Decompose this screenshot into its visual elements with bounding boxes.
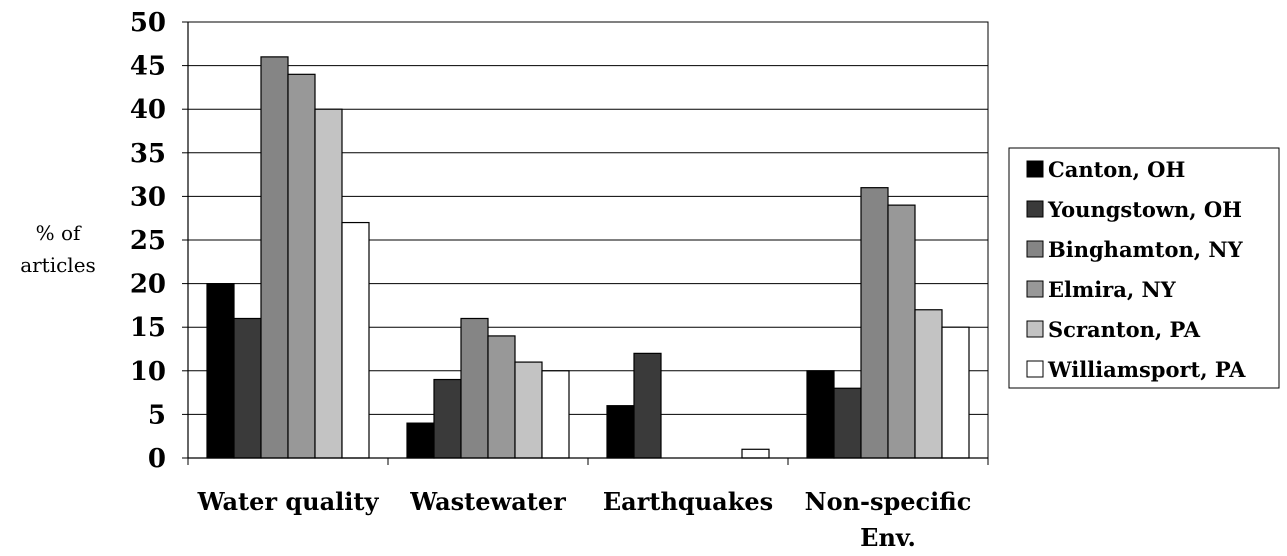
x-axis-labels: Water quality Wastewater Earthquakes Non-sp… <box>197 487 972 552</box>
legend-box <box>1008 147 1280 389</box>
axes <box>182 21 989 465</box>
legend-swatch <box>1026 200 1044 218</box>
bar <box>633 352 662 459</box>
bar <box>514 361 543 459</box>
y-axis-label-line: % of <box>36 221 82 245</box>
legend-label: Youngstown, OH <box>1047 197 1242 222</box>
bar <box>233 317 262 459</box>
y-tick-label: 0 <box>148 444 166 474</box>
x-category-label: Env. <box>860 523 916 552</box>
bar <box>914 309 943 459</box>
bar <box>406 422 435 459</box>
x-category-label: Non-specific <box>805 487 972 516</box>
bar <box>833 387 862 459</box>
bar <box>941 326 970 459</box>
bar <box>460 317 489 459</box>
legend-swatch <box>1026 360 1044 378</box>
legend: Canton, OH Youngstown, OH Binghamton, NY El… <box>1008 147 1280 389</box>
y-tick-label: 20 <box>130 270 166 300</box>
legend-swatch <box>1026 240 1044 258</box>
bar <box>541 370 570 459</box>
y-tick-label: 45 <box>130 52 166 82</box>
y-tick-label: 50 <box>130 8 166 38</box>
legend-label: Scranton, PA <box>1048 317 1201 342</box>
bar <box>260 56 289 459</box>
bar <box>887 204 916 459</box>
y-axis-label-line: articles <box>20 253 96 277</box>
bar <box>806 370 835 459</box>
y-tick-label: 10 <box>130 357 166 387</box>
legend-swatch <box>1026 280 1044 298</box>
y-axis-ticks: 0 5 10 15 20 25 30 35 40 45 50 <box>130 8 166 474</box>
legend-label: Binghamton, NY <box>1048 237 1244 262</box>
x-category-label: Wastewater <box>409 487 566 516</box>
bar <box>741 448 770 459</box>
bar <box>287 73 316 459</box>
y-tick-label: 15 <box>130 313 166 343</box>
y-tick-label: 40 <box>130 95 166 125</box>
y-axis-label: % of articles <box>20 221 96 277</box>
bar <box>341 221 370 459</box>
bar <box>206 283 235 459</box>
y-tick-label: 5 <box>148 400 166 430</box>
y-tick-label: 35 <box>130 139 166 169</box>
legend-swatch <box>1026 160 1044 178</box>
bar <box>606 405 635 459</box>
legend-label: Canton, OH <box>1048 157 1185 182</box>
y-tick-label: 25 <box>130 226 166 256</box>
x-category-label: Water quality <box>197 487 380 516</box>
bars <box>206 56 970 459</box>
bar <box>314 108 343 459</box>
x-category-label: Earthquakes <box>603 487 773 516</box>
y-tick-label: 30 <box>130 182 166 212</box>
legend-label: Williamsport, PA <box>1047 357 1246 382</box>
legend-label: Elmira, NY <box>1048 277 1177 302</box>
bar <box>487 335 516 459</box>
bar <box>433 378 462 459</box>
legend-swatch <box>1026 320 1044 338</box>
bar <box>860 187 889 459</box>
